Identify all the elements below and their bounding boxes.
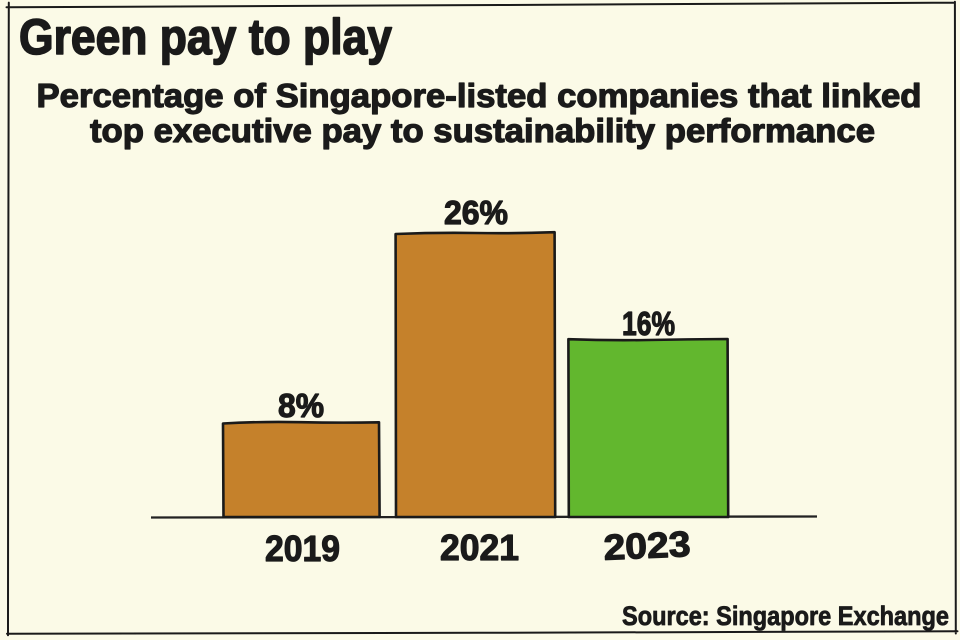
svg-text:top executive pay to sustainab: top executive pay to sustainability perf… xyxy=(90,112,875,149)
svg-text:Percentage of Singapore-listed: Percentage of Singapore-listed companies… xyxy=(37,77,922,114)
svg-text:26%: 26% xyxy=(444,194,508,231)
svg-text:16%: 16% xyxy=(622,305,675,342)
svg-text:Source: Singapore Exchange: Source: Singapore Exchange xyxy=(622,601,949,631)
svg-text:2023: 2023 xyxy=(603,523,692,568)
svg-text:Green pay to play: Green pay to play xyxy=(19,9,392,65)
svg-text:8%: 8% xyxy=(278,387,324,424)
svg-text:2021: 2021 xyxy=(440,527,519,568)
svg-text:2019: 2019 xyxy=(265,528,340,569)
